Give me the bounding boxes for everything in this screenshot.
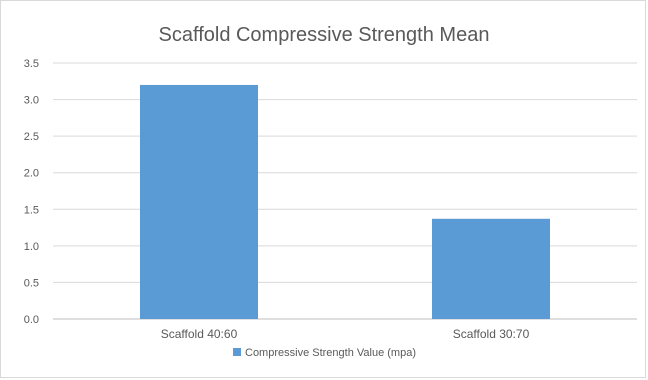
x-tick-label: Scaffold 30:70 bbox=[453, 327, 530, 341]
y-tick-label: 0.5 bbox=[24, 277, 39, 289]
legend-label: Compressive Strength Value (mpa) bbox=[245, 347, 416, 359]
y-tick-label: 0.0 bbox=[24, 314, 39, 326]
x-axis: Scaffold 40:60 Scaffold 30:70 bbox=[161, 327, 530, 341]
y-axis: 0.0 0.5 1.0 1.5 2.0 2.5 3.0 3.5 bbox=[24, 58, 39, 326]
chart-title: Scaffold Compressive Strength Mean bbox=[159, 24, 490, 46]
y-tick-label: 1.0 bbox=[24, 241, 39, 253]
bar bbox=[432, 218, 550, 319]
legend: Compressive Strength Value (mpa) bbox=[233, 347, 416, 359]
bars bbox=[140, 84, 550, 319]
x-tick-label: Scaffold 40:60 bbox=[161, 327, 238, 341]
y-tick-label: 2.5 bbox=[24, 131, 39, 143]
y-tick-label: 3.0 bbox=[24, 95, 39, 107]
bar bbox=[140, 84, 258, 319]
legend-swatch bbox=[233, 348, 241, 356]
y-tick-label: 1.5 bbox=[24, 204, 39, 216]
y-tick-label: 3.5 bbox=[24, 58, 39, 70]
y-tick-label: 2.0 bbox=[24, 168, 39, 180]
